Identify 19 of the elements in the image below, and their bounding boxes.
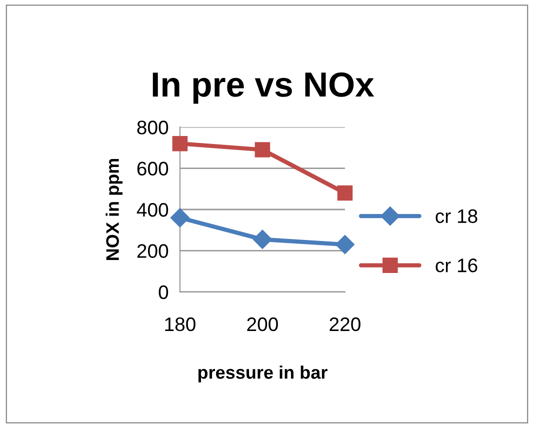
point (254, 142, 270, 158)
y-tick-label: 600 (137, 162, 168, 176)
point (172, 136, 188, 152)
point (337, 185, 353, 201)
x-tick-label: 180 (165, 317, 196, 332)
y-tick-label: 200 (137, 244, 168, 258)
x-axis-title: pressure in bar (198, 366, 328, 382)
point (335, 234, 354, 254)
y-tick-label: 800 (137, 120, 168, 134)
legend-label: cr 18 (436, 209, 478, 224)
x-tick-label: 200 (247, 317, 278, 332)
legend-label: cr 16 (436, 258, 478, 272)
chart-title: In pre vs NOx (152, 72, 374, 104)
y-tick-label: 0 (158, 285, 168, 300)
y-tick-label: 400 (136, 202, 168, 217)
y-axis-title: NOX in ppm (106, 158, 123, 260)
x-tick-label: 220 (330, 317, 360, 332)
point (170, 208, 190, 228)
point (252, 230, 272, 249)
